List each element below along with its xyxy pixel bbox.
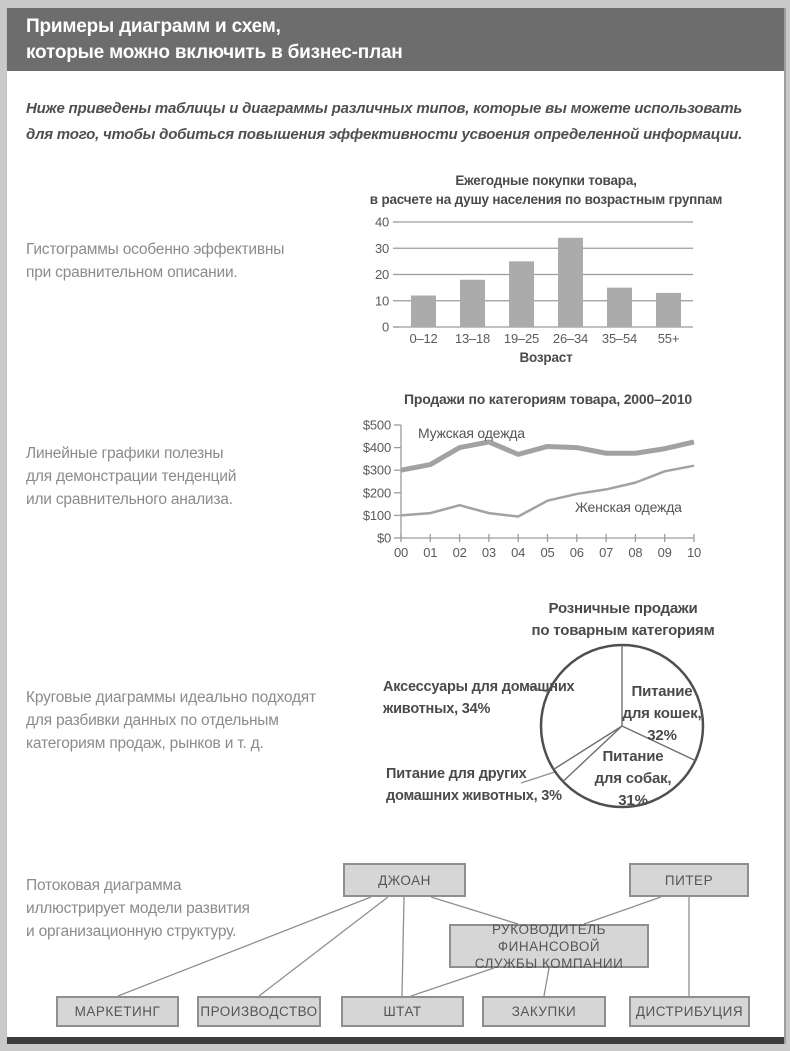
- x-tick-label: 0–12: [409, 331, 437, 346]
- line-chart-title: Продажи по категориям товара, 2000–2010: [403, 391, 692, 407]
- x-tick-label: 13–18: [455, 331, 490, 346]
- x-tick-label: 01: [423, 545, 437, 560]
- x-tick-label: 04: [511, 545, 525, 560]
- y-tick-label: 30: [375, 241, 389, 256]
- connector-joan-marketing: [117, 896, 372, 997]
- connector-joan-production: [258, 896, 389, 997]
- series-line: [400, 439, 695, 473]
- bar-chart: 0 10 20 30 40 0–12 13–18 19–25 26–34 35–54 55+ Возр…: [375, 215, 693, 365]
- bar-chart-title: Ежегодные покупки товара, в расчете на д…: [369, 173, 723, 207]
- connector-fin-purchasing: [543, 967, 550, 997]
- page-title-line2: которые можно включить в бизнес-план: [26, 42, 403, 63]
- pie-chart-title: Розничные продажи по товарным категориям: [531, 600, 715, 639]
- x-tick-label: 55+: [658, 331, 679, 346]
- x-tick-label: 03: [482, 545, 496, 560]
- x-tick-label: 10: [687, 545, 701, 560]
- intro-paragraph: Ниже приведены таблицы и диаграммы разли…: [26, 100, 743, 143]
- pie-label-accessories: Аксессуары для домашних животных, 34%: [383, 679, 575, 717]
- pie-chart: [520, 643, 705, 809]
- pie-label-dogs: Питание для собак, 31%: [594, 748, 672, 809]
- y-tick-label: 40: [375, 215, 389, 230]
- line-chart-note: Линейные графики полезны для демонстраци…: [26, 445, 237, 508]
- y-tick-label: $0: [377, 531, 391, 546]
- y-tick-label: $400: [363, 440, 391, 455]
- y-tick-label: 10: [375, 293, 389, 308]
- org-node-distribution: ДИСТРИБУЦИЯ: [629, 996, 750, 1027]
- x-tick-label: 35–54: [602, 331, 637, 346]
- y-tick-label: $100: [363, 508, 391, 523]
- x-tick-label: 08: [628, 545, 642, 560]
- x-tick-label: 09: [658, 545, 672, 560]
- slice-boundary: [562, 725, 623, 782]
- x-tick-label: 02: [453, 545, 467, 560]
- bar: [558, 237, 583, 327]
- series-line: [400, 464, 695, 518]
- pie-label-cats: Питание для кошек, 32%: [622, 683, 702, 744]
- histogram-note: Гистограммы особенно эффективны при срав…: [26, 241, 285, 281]
- line-chart: $0 $100 $200 $300 $400 $500 00 01 02 03 04 05 06 07 08…: [363, 418, 701, 561]
- connector-fin-staff: [410, 967, 495, 997]
- bar: [411, 295, 436, 327]
- flow-diagram-note: Потоковая диаграмма иллюстрирует модели …: [26, 877, 250, 940]
- y-tick-label: 0: [382, 320, 389, 335]
- x-tick-label: 19–25: [504, 331, 539, 346]
- bar: [509, 261, 534, 327]
- org-node-finance-head: РУКОВОДИТЕЛЬ ФИНАНСОВОЙ СЛУЖБЫ КОМПАНИИ: [449, 922, 649, 971]
- page-bottom-border: [7, 1037, 784, 1044]
- page-header: Примеры диаграмм и схем, которые можно в…: [7, 8, 784, 71]
- flow-diagram-connectors: [117, 896, 690, 997]
- connector-joan-staff: [401, 896, 405, 997]
- pie-label-other: Питание для других домашних животных, 3%: [386, 766, 562, 804]
- bar: [607, 287, 632, 327]
- org-node-piter: ПИТЕР: [629, 863, 749, 897]
- org-node-joan: ДЖОАН: [343, 863, 466, 897]
- series-label: Женская одежда: [575, 499, 682, 515]
- x-tick-label: 00: [394, 545, 408, 560]
- slice-boundary: [553, 725, 623, 770]
- y-tick-label: $200: [363, 485, 391, 500]
- connector-piter-fin: [583, 896, 662, 925]
- pie-chart-note: Круговые диаграммы идеально подходят для…: [26, 689, 316, 752]
- bar: [656, 292, 681, 327]
- x-tick-label: 05: [540, 545, 554, 560]
- org-node-purchasing: ЗАКУПКИ: [482, 996, 606, 1027]
- bar: [460, 279, 485, 327]
- y-tick-label: 20: [375, 267, 389, 282]
- x-tick-label: 26–34: [553, 331, 588, 346]
- series-label: Мужская одежда: [418, 425, 525, 441]
- org-node-staff: ШТАТ: [341, 996, 464, 1027]
- org-node-marketing: МАРКЕТИНГ: [56, 996, 179, 1027]
- page-title-line1: Примеры диаграмм и схем,: [26, 16, 281, 37]
- y-tick-label: $300: [363, 463, 391, 478]
- x-tick-label: 07: [599, 545, 613, 560]
- book-page: Примеры диаграмм и схем, которые можно в…: [6, 8, 786, 1044]
- y-tick-label: $500: [363, 418, 391, 433]
- connector-joan-fin: [430, 896, 519, 925]
- org-node-production: ПРОИЗВОДСТВО: [197, 996, 321, 1027]
- slice-boundary: [621, 725, 696, 762]
- x-axis-title: Возраст: [519, 350, 573, 365]
- x-tick-label: 06: [570, 545, 584, 560]
